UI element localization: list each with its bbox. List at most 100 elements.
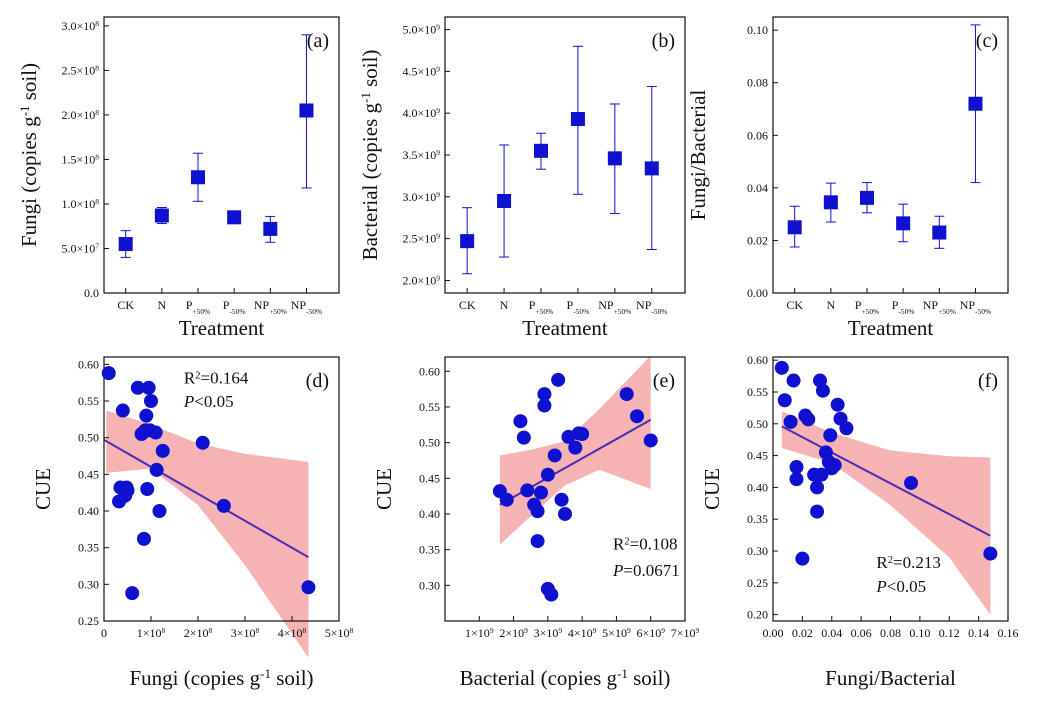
data-point (983, 546, 998, 561)
y-tick-label-part: 0.08 (747, 76, 768, 90)
y-tick-label-part: 0.30 (78, 577, 99, 591)
stat-annotation-part: 2 (195, 370, 200, 381)
y-tick-label-part: 0.35 (747, 512, 768, 526)
panel-label: (f) (978, 370, 998, 392)
data-point (547, 448, 562, 463)
x-tick-label: N (158, 298, 167, 312)
stat-annotation-part: R (876, 553, 888, 572)
data-point (537, 387, 552, 402)
y-tick-label-part: 0.25 (747, 576, 768, 590)
y-tick-label-part: 8 (95, 152, 99, 161)
y-tick-label: 0.04 (747, 181, 768, 195)
y-tick-label: 0.55 (419, 400, 440, 414)
data-point (551, 372, 566, 387)
y-axis-label: CUE (31, 468, 55, 510)
y-tick-label-part: 0.55 (78, 394, 99, 408)
x-tick-label: 5×109 (602, 626, 631, 641)
y-tick-label-part: 7 (95, 241, 99, 250)
x-tick-label-part: NP (254, 298, 270, 312)
y-tick-label: 2.0×109 (403, 273, 441, 288)
y-tick-label: 0.06 (747, 128, 768, 142)
y-tick-label-part: 0.40 (78, 504, 99, 518)
x-tick-label-part: 9 (627, 626, 631, 635)
panel-label: (c) (976, 30, 998, 52)
y-tick-label: 0.00 (747, 286, 768, 300)
data-point (537, 398, 552, 413)
y-tick-label: 5.0×107 (62, 241, 100, 256)
x-axis-label: Bacterial (copies g-1 soil) (460, 666, 671, 691)
x-axis-label: Treatment (522, 316, 608, 340)
panel-label: (a) (307, 30, 329, 52)
x-tick-label-part: N (158, 298, 167, 312)
stat-annotation: R2=0.108 (613, 535, 677, 554)
y-tick-label-part: 5.0×10 (62, 241, 96, 255)
stat-annotation-part: <0.05 (887, 577, 926, 596)
x-tick-label: NP-50% (291, 298, 322, 316)
stat-annotation-part: R (184, 368, 196, 387)
data-point (101, 366, 116, 381)
x-tick-label-part: CK (786, 298, 803, 312)
x-tick-label-part: P (855, 298, 862, 312)
x-tick-label-part: -50% (229, 307, 245, 316)
y-tick-label-part: 8 (95, 196, 99, 205)
x-axis-label: Treatment (848, 316, 934, 340)
y-tick-label: 3.0×109 (403, 189, 441, 204)
y-tick-label: 0.0 (84, 286, 99, 300)
y-tick-label-part: 9 (436, 22, 440, 31)
panel-e: 0.300.350.400.450.500.550.601×109 2×109 3×… (372, 355, 700, 691)
x-tick-label-part: 0 (101, 626, 107, 640)
x-tick-label-part: 2×10 (184, 626, 209, 640)
y-tick-label-part: 0.35 (419, 543, 440, 557)
x-tick-label-part: P (567, 298, 574, 312)
stat-annotation-part: R (613, 535, 625, 554)
mean-marker (607, 151, 622, 166)
data-point (120, 483, 135, 498)
x-tick-label-part: 7×10 (671, 626, 696, 640)
y-tick-label-part: 0.45 (419, 471, 440, 485)
y-tick-label-part: 2.0×10 (62, 108, 96, 122)
y-tick-label: 3.0×108 (62, 18, 100, 33)
data-point (643, 433, 658, 448)
y-tick-label-part: 9 (436, 189, 440, 198)
mean-marker (299, 103, 314, 118)
data-point (499, 492, 514, 507)
data-point (195, 435, 210, 450)
y-tick-label: 0.30 (747, 544, 768, 558)
regression-line (103, 438, 309, 559)
data-point (789, 472, 804, 487)
x-tick-label: CK (117, 298, 134, 312)
stat-annotation-part: P (612, 561, 623, 580)
mean-marker (460, 234, 475, 249)
y-tick-label: 0.60 (747, 353, 768, 367)
x-tick-label: 0 (101, 626, 107, 640)
x-tick-label-part: 9 (696, 626, 700, 635)
y-tick-label: 1.0×108 (62, 196, 100, 211)
x-tick-label: CK (786, 298, 803, 312)
data-point (830, 397, 845, 412)
panel-label: (d) (306, 370, 329, 392)
stat-annotation-part: =0.0671 (623, 561, 679, 580)
data-point (575, 427, 590, 442)
x-axis-label-part: Bacterial (copies g (460, 666, 618, 690)
x-tick-label: NP+50% (923, 298, 956, 316)
x-tick-label-part: 5×10 (325, 626, 350, 640)
y-tick-label: 0.40 (78, 504, 99, 518)
x-tick-label-part: 0.06 (851, 626, 872, 640)
x-tick-label-part: 8 (209, 626, 213, 635)
y-tick-label: 0.60 (78, 357, 99, 371)
data-point (516, 430, 531, 445)
x-tick-label-part: 0.16 (998, 626, 1019, 640)
y-tick-label: 0.25 (747, 576, 768, 590)
y-tick-label-part: 2.0×10 (403, 273, 437, 287)
y-tick-label-part: 0.10 (747, 23, 768, 37)
y-axis-label: Bacterial (copies g-1 soil) (358, 50, 383, 261)
y-tick-label-part: 0.30 (747, 544, 768, 558)
y-tick-label-part: 0.04 (747, 181, 768, 195)
x-tick-label: 0.06 (851, 626, 872, 640)
x-tick-label: 0.14 (968, 626, 989, 640)
stat-annotation-part: =0.164 (201, 368, 249, 387)
data-point (795, 551, 810, 566)
x-axis-label-part: -1 (260, 666, 271, 681)
data-point (130, 380, 145, 395)
x-tick-label-part: P (223, 298, 230, 312)
